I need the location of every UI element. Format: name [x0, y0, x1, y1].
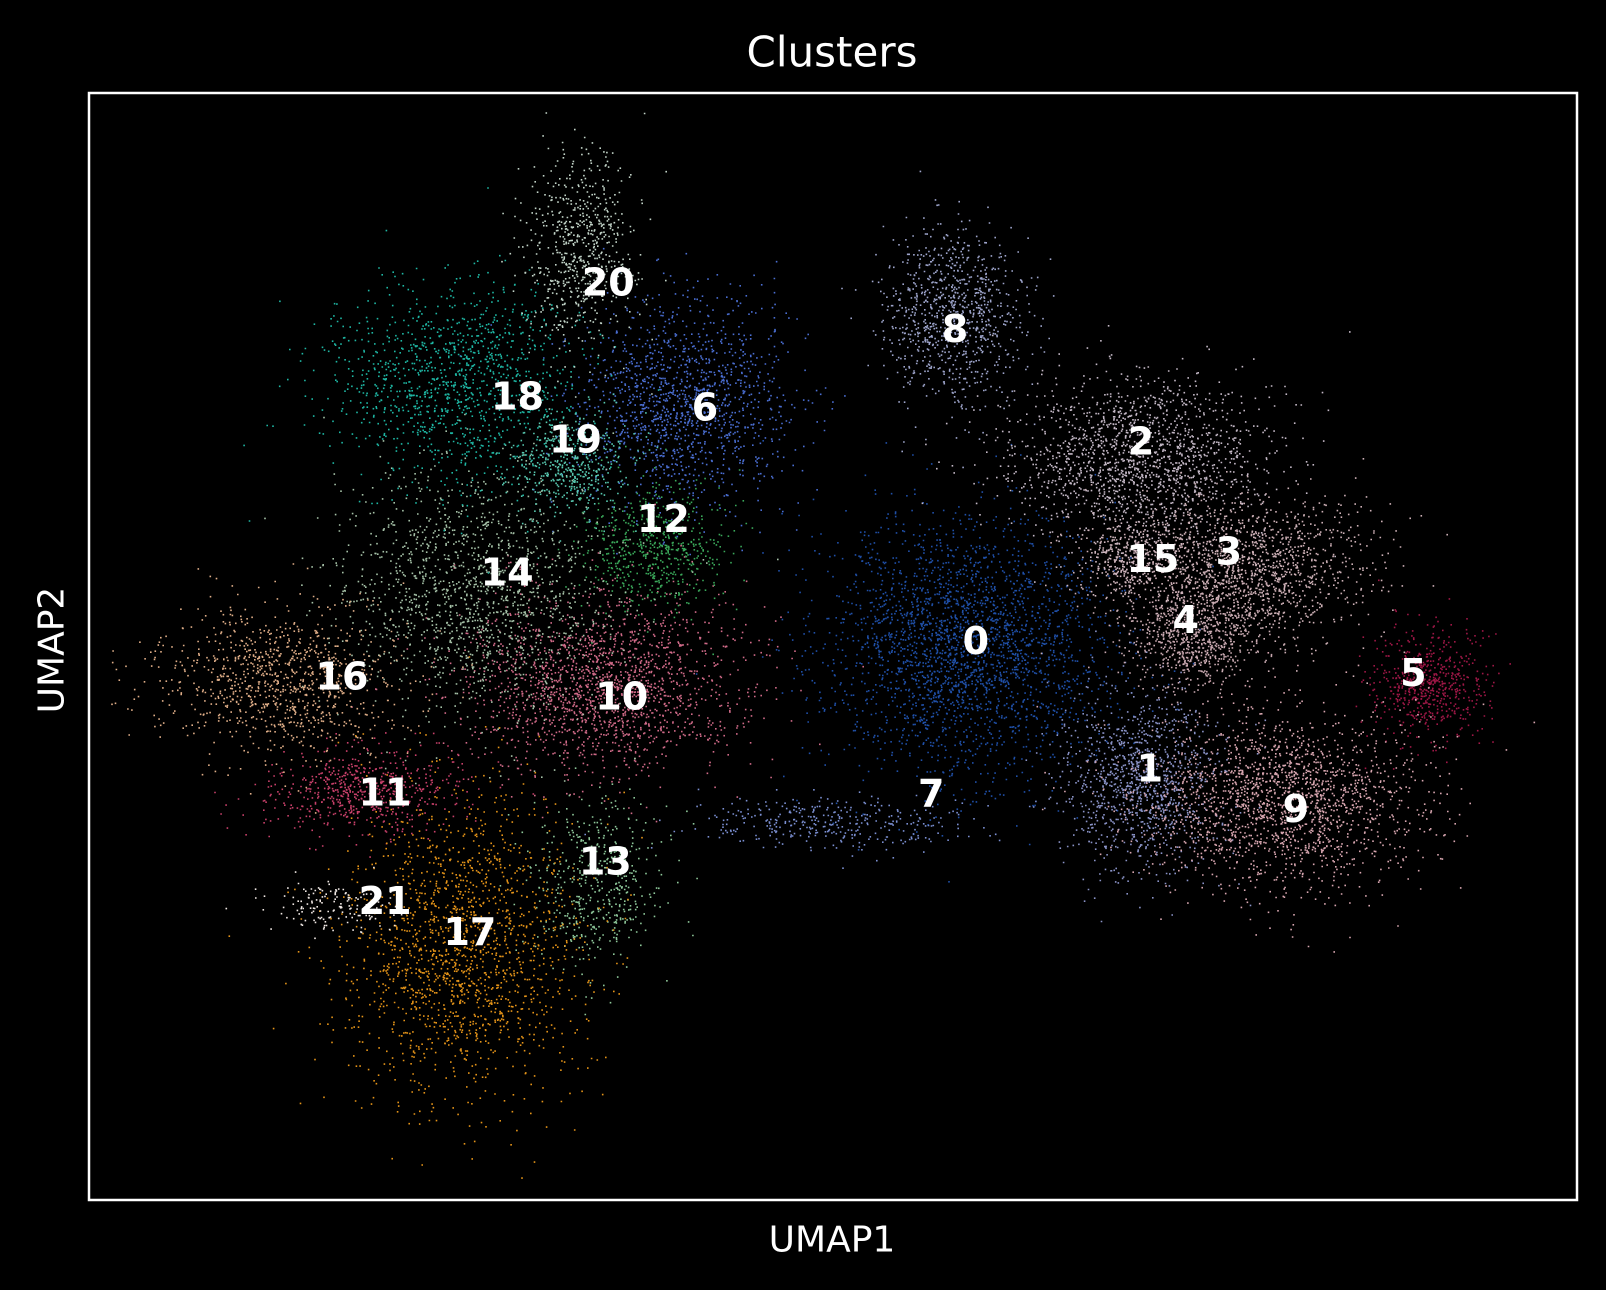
cluster-1-dots [1025, 630, 1267, 923]
cluster-label-7: 7 [918, 772, 944, 816]
cluster-5-points [1355, 579, 1511, 770]
cluster-9-dots [1036, 652, 1536, 953]
cluster-7-dots [584, 788, 1037, 869]
cluster-label-12: 12 [637, 497, 690, 541]
cluster-0-dots [695, 440, 1214, 883]
cluster-label-14: 14 [481, 550, 534, 594]
cluster-label-10: 10 [595, 674, 648, 718]
cluster-label-15: 15 [1126, 537, 1179, 581]
cluster-label-8: 8 [942, 307, 968, 351]
cluster-15-dots [1055, 503, 1208, 627]
cluster-label-2: 2 [1128, 420, 1154, 464]
cluster-9-points [1036, 652, 1536, 953]
cluster-label-19: 19 [549, 418, 602, 462]
cluster-label-18: 18 [491, 374, 544, 418]
cluster-3-points [1040, 458, 1448, 684]
cluster-label-11: 11 [359, 771, 412, 815]
cluster-3-dots [1040, 458, 1448, 684]
y-axis-label: UMAP2 [32, 587, 73, 714]
cluster-1-points [1025, 630, 1267, 923]
cluster-label-4: 4 [1172, 598, 1198, 642]
cluster-label-17: 17 [443, 910, 496, 954]
cluster-0-points [695, 440, 1214, 883]
cluster-label-6: 6 [692, 385, 718, 429]
cluster-label-20: 20 [582, 260, 635, 304]
cluster-label-16: 16 [316, 654, 369, 698]
cluster-label-21: 21 [359, 879, 412, 923]
cluster-label-0: 0 [963, 619, 989, 663]
cluster-20-points [501, 112, 667, 410]
cluster-15-points [1055, 503, 1208, 627]
x-axis-label: UMAP1 [769, 1220, 896, 1261]
cluster-label-5: 5 [1400, 651, 1426, 695]
cluster-7-points [584, 788, 1037, 869]
cluster-20-dots [501, 112, 667, 410]
cluster-label-1: 1 [1137, 746, 1163, 790]
cluster-label-9: 9 [1283, 787, 1309, 831]
cluster-label-13: 13 [579, 839, 632, 883]
chart-title: Clusters [747, 28, 918, 77]
cluster-4-dots [1074, 546, 1302, 742]
plot-frame [87, 91, 1579, 1202]
cluster-5-dots [1355, 579, 1511, 770]
cluster-17-points [228, 656, 643, 1179]
cluster-4-points [1074, 546, 1302, 742]
scatter-points [111, 112, 1536, 1179]
cluster-17-dots [228, 656, 643, 1179]
cluster-label-3: 3 [1216, 529, 1242, 573]
